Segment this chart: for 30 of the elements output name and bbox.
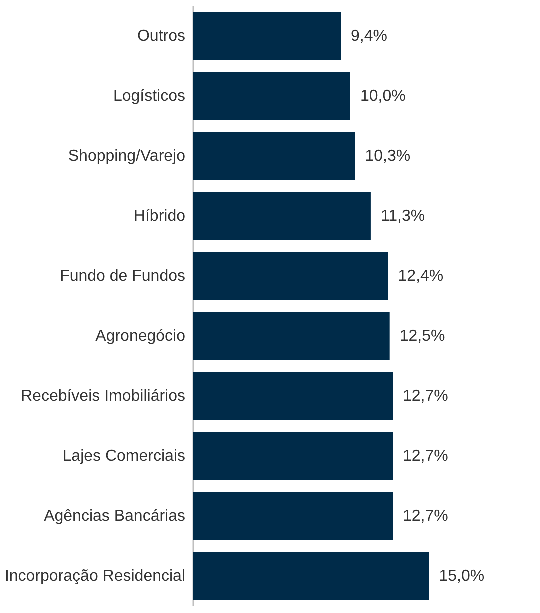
bar (193, 132, 356, 180)
data-label: 12,7% (403, 508, 448, 525)
y-tick-label: Recebíveis Imobiliários (20, 388, 186, 405)
data-label: 12,5% (400, 328, 446, 345)
data-label: 9,4% (351, 28, 388, 45)
data-label: 15,0% (439, 568, 485, 585)
data-label: 10,3% (365, 148, 411, 165)
bar (193, 492, 393, 540)
bar (193, 432, 393, 480)
y-tick-label: Agências Bancárias (44, 508, 186, 525)
y-tick-label: Agronegócio (96, 328, 186, 345)
y-tick-label: Híbrido (134, 208, 186, 225)
bar (193, 252, 388, 300)
data-label: 12,7% (403, 388, 448, 405)
bar (193, 72, 350, 120)
bar (193, 12, 342, 60)
y-tick-label: Fundo de Fundos (60, 268, 186, 285)
bar (193, 192, 371, 240)
y-tick-label: Incorporação Residencial (4, 568, 186, 585)
bar (193, 312, 390, 360)
y-tick-label: Logísticos (113, 88, 186, 105)
bar (193, 372, 393, 420)
data-label: 12,7% (403, 448, 448, 465)
y-tick-label: Lajes Comerciais (62, 448, 186, 465)
bar (193, 552, 430, 600)
y-tick-label: Shopping/Varejo (68, 148, 186, 165)
data-label: 11,3% (380, 208, 426, 225)
y-tick-label: Outros (137, 28, 186, 45)
data-label: 12,4% (398, 268, 444, 285)
data-label: 10,0% (360, 88, 406, 105)
